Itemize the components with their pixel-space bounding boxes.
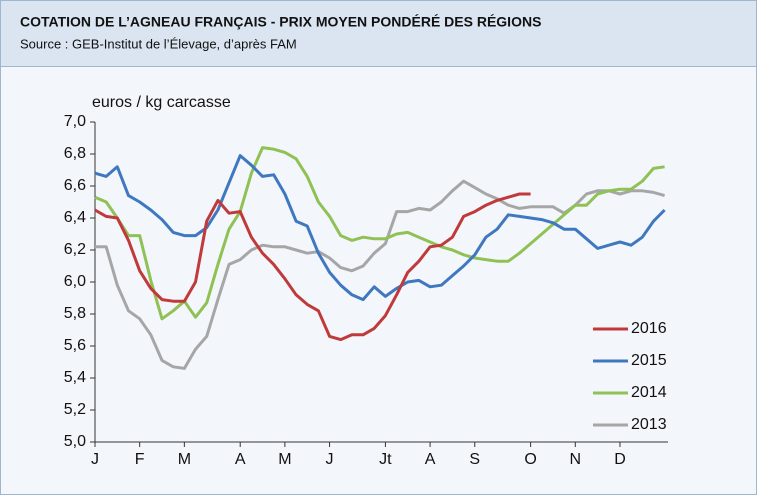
x-tick-label: A [425,451,436,468]
y-tick-label: 6,2 [64,241,86,258]
chart-subtitle: Source : GEB-Institut de l’Élevage, d’ap… [20,36,297,51]
chart-title: COTATION DE L’AGNEAU FRANÇAIS - PRIX MOY… [20,14,541,30]
y-tick-label: 5,4 [64,369,86,386]
y-tick-label: 6,4 [64,209,86,226]
x-tick-label: F [135,451,145,468]
legend-label: 2016 [631,320,667,337]
y-tick-label: 7,0 [64,113,86,130]
y-tick-label: 5,6 [64,337,86,354]
series-line [94,146,665,321]
legend-label: 2015 [631,352,667,369]
legend-label: 2014 [631,384,667,401]
x-tick-label: M [178,451,191,468]
x-tick-label: J [326,451,334,468]
legend-label: 2013 [631,416,667,433]
series-line [94,154,666,302]
y-tick-label: 5,2 [64,401,86,418]
header [0,0,757,67]
series-line [94,192,531,342]
x-tick-label: J [91,451,99,468]
x-tick-label: M [278,451,291,468]
y-tick-label: 6,8 [64,145,86,162]
x-tick-label: D [614,451,626,468]
x-tick-label: S [469,451,480,468]
y-tick-label: 5,8 [64,305,86,322]
y-tick-label: 6,0 [64,273,86,290]
y-axis-label: euros / kg carcasse [92,94,231,111]
y-tick-label: 5,0 [64,433,86,450]
y-tick-label: 6,6 [64,177,86,194]
x-tick-label: O [524,451,536,468]
x-tick-label: A [235,451,246,468]
x-tick-label: N [570,451,582,468]
x-tick-label: Jt [379,451,392,468]
